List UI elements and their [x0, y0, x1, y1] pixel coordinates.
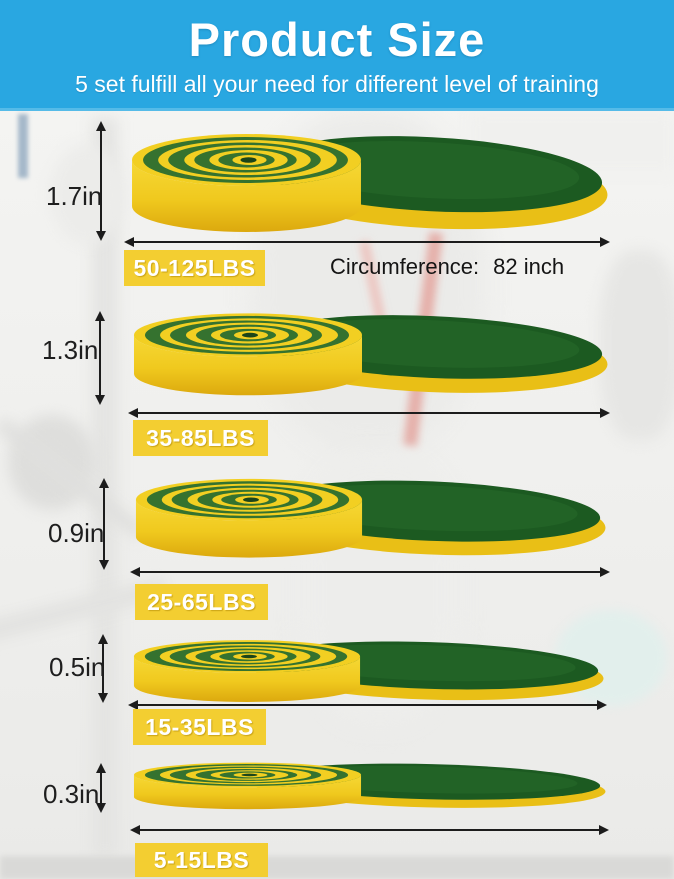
background-floor — [0, 856, 674, 879]
width-label: 0.9in — [48, 518, 105, 548]
weight-range-badge: 25-65LBS — [135, 584, 268, 620]
header-banner: Product Size 5 set fulfill all your need… — [0, 0, 674, 111]
width-dimension-arrow-icon — [103, 481, 105, 567]
circumference-note: Circumference: 82 inch — [330, 254, 564, 280]
width-label: 0.5in — [49, 652, 106, 682]
width-label: 0.3in — [43, 779, 100, 809]
length-dimension-arrow-icon — [130, 704, 605, 706]
weight-range-badge: 35-85LBS — [133, 420, 268, 456]
length-dimension-arrow-icon — [126, 241, 608, 243]
width-dimension-arrow-icon — [100, 124, 102, 238]
background-rack-post — [92, 118, 118, 858]
weight-range-badge: 50-125LBS — [124, 250, 265, 286]
circumference-label: Circumference: — [330, 254, 480, 279]
length-dimension-arrow-icon — [132, 571, 608, 573]
resistance-band-illustration — [135, 473, 608, 562]
page-subtitle: 5 set fulfill all your need for differen… — [75, 71, 599, 97]
weight-range-badge: 15-35LBS — [133, 709, 266, 745]
resistance-band-illustration — [133, 759, 608, 812]
width-label: 1.7in — [46, 181, 103, 211]
weight-range-badge: 5-15LBS — [135, 843, 268, 877]
width-dimension-arrow-icon — [99, 314, 101, 402]
resistance-band-illustration — [133, 636, 606, 706]
length-dimension-arrow-icon — [130, 412, 608, 414]
resistance-band-illustration — [132, 127, 610, 238]
background-machine — [600, 250, 674, 440]
page-title: Product Size — [188, 13, 486, 66]
width-label: 1.3in — [42, 335, 99, 365]
resistance-band-illustration — [134, 308, 610, 400]
length-dimension-arrow-icon — [132, 829, 607, 831]
background-pulley — [18, 114, 28, 178]
width-dimension-arrow-icon — [102, 637, 104, 700]
width-dimension-arrow-icon — [100, 766, 102, 810]
circumference-value: 82 inch — [493, 254, 565, 279]
background-weight-plate — [8, 415, 96, 510]
